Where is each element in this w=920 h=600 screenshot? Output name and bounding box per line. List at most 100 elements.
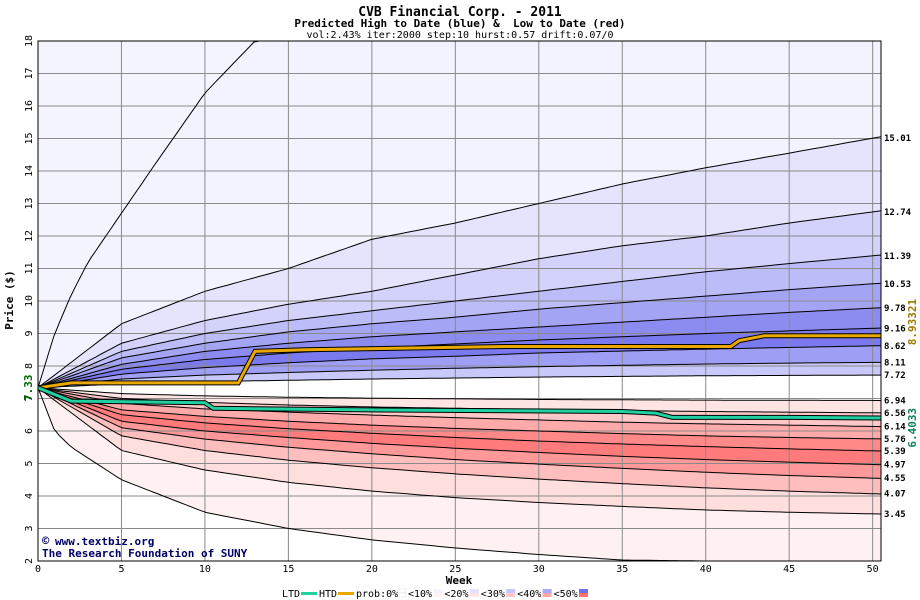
end-label: 6.56 xyxy=(884,409,906,419)
y-tick-label: 2 xyxy=(24,558,35,564)
x-tick-label: 40 xyxy=(700,564,712,575)
band-low-4 xyxy=(38,387,881,465)
legend-ltd-label: LTD xyxy=(282,589,300,600)
end-label: 4.55 xyxy=(884,474,906,484)
y-tick-label: 13 xyxy=(24,197,35,209)
y-tick-label: 18 xyxy=(24,35,35,47)
credit-website: www.textbiz.org xyxy=(55,535,154,548)
axes: 0 5 10 15 20 25 30 35 40 45 5023456789101112131415… xyxy=(24,35,882,575)
contour-high-8.11 xyxy=(37,361,881,389)
legend-swatch-0-red xyxy=(397,592,407,598)
legend-prob-label: prob:0% xyxy=(356,589,398,600)
x-tick-label: 15 xyxy=(282,564,294,575)
chart-params: vol:2.43% iter:2000 step:10 hurst:0.57 d… xyxy=(306,30,613,41)
legend-item-label: <30% xyxy=(481,589,505,600)
band-high-3 xyxy=(38,255,881,388)
band-high-0 xyxy=(38,41,881,388)
y-tick-label: 15 xyxy=(24,132,35,144)
y-tick-label: 8 xyxy=(24,363,35,369)
legend-item-label: <10% xyxy=(408,589,432,600)
credit-block: © www.textbiz.org The Research Foundatio… xyxy=(42,534,248,560)
legend-swatch-blue xyxy=(506,589,516,593)
x-tick-label: 45 xyxy=(783,564,795,575)
legend-htd-label: HTD xyxy=(319,589,337,600)
end-label: 9.78 xyxy=(884,304,906,314)
contour-low-3.45 xyxy=(37,387,882,515)
htd-line xyxy=(37,334,881,390)
x-tick-label: 50 xyxy=(867,564,879,575)
end-label: 8.11 xyxy=(884,358,906,368)
end-labels: 15.01 12.74 11.39 10.53 9.78 9.16 8.62 8.11 7.72… xyxy=(884,134,912,520)
contour-high-8.62 xyxy=(37,345,882,389)
to-date-lines xyxy=(37,333,882,421)
y-tick-label: 6 xyxy=(24,428,35,434)
legend-swatch-red xyxy=(469,593,479,597)
x-tick-label: 25 xyxy=(449,564,461,575)
end-label: 4.07 xyxy=(884,490,906,500)
y-tick-label: 4 xyxy=(24,493,35,499)
plot-frame xyxy=(37,40,882,562)
band-high-4 xyxy=(38,283,881,388)
contour-low-4.55 xyxy=(37,387,882,479)
legend-item-label: <50% xyxy=(554,589,578,600)
ltd-final-value: 6.4033 xyxy=(906,408,919,448)
contour-high-9.78 xyxy=(37,307,882,389)
end-label: 11.39 xyxy=(884,252,911,262)
x-tick-label: 5 xyxy=(118,564,124,575)
band-high-1 xyxy=(38,136,881,388)
end-label: 9.16 xyxy=(884,324,906,334)
legend-swatch-red xyxy=(433,593,443,597)
band-low-8 xyxy=(38,387,881,561)
legend-swatch-red xyxy=(542,593,552,597)
y-tick-label: 17 xyxy=(24,67,35,79)
band-high-6 xyxy=(38,328,881,388)
y-tick-label: 14 xyxy=(24,165,35,177)
contour-high-9.16 xyxy=(37,327,882,389)
contour-high-10.53 xyxy=(37,282,882,389)
y-tick-label: 7 xyxy=(24,395,35,401)
start-price-label: 7.33 xyxy=(22,375,35,402)
ltd-line xyxy=(37,386,882,420)
band-high-2 xyxy=(38,210,881,388)
credit-organization: The Research Foundation of SUNY xyxy=(42,547,248,560)
contour-low-4.97 xyxy=(37,387,882,466)
end-label: 6.14 xyxy=(884,422,906,432)
end-label: 6.94 xyxy=(884,396,906,406)
legend-swatch-blue xyxy=(542,589,552,593)
end-label: 10.53 xyxy=(884,280,911,290)
legend-swatch-0-blue xyxy=(397,588,407,594)
legend: LTD HTD prob:0% <10% <20% <30% <40% <50% xyxy=(282,588,588,600)
y-tick-label: 16 xyxy=(24,100,35,112)
x-axis-label: Week xyxy=(446,574,473,587)
contour-high-15.01 xyxy=(37,136,882,389)
end-label: 5.76 xyxy=(884,435,906,445)
end-label: 7.72 xyxy=(884,371,906,381)
contour-low-5.39 xyxy=(37,387,882,452)
x-tick-label: 35 xyxy=(616,564,628,575)
end-label: 8.62 xyxy=(884,342,906,352)
end-label: 5.39 xyxy=(884,447,906,457)
x-tick-label: 20 xyxy=(366,564,378,575)
band-above-max xyxy=(38,41,881,388)
y-axis-label: Price ($) xyxy=(3,270,16,330)
legend-swatch-blue xyxy=(433,589,443,593)
end-label: 12.74 xyxy=(884,208,912,218)
end-label: 4.97 xyxy=(884,460,906,470)
x-tick-label: 0 xyxy=(35,564,41,575)
band-low-5 xyxy=(38,387,881,479)
legend-swatch-red xyxy=(579,593,588,597)
contour-high-12.74 xyxy=(37,210,882,389)
htd-final-value: 8.93321 xyxy=(906,299,919,346)
end-label: 3.45 xyxy=(884,510,906,520)
band-low-0 xyxy=(38,387,881,413)
contour-high-11.39 xyxy=(37,254,882,389)
legend-item-label: <20% xyxy=(444,589,468,600)
y-tick-label: 10 xyxy=(24,295,35,307)
band-low-6 xyxy=(38,387,881,494)
band-center xyxy=(38,375,881,401)
legend-ltd-swatch xyxy=(301,592,317,595)
band-low-2 xyxy=(38,387,881,439)
legend-swatch-red xyxy=(506,593,516,597)
contour-low-6.14 xyxy=(37,387,882,428)
